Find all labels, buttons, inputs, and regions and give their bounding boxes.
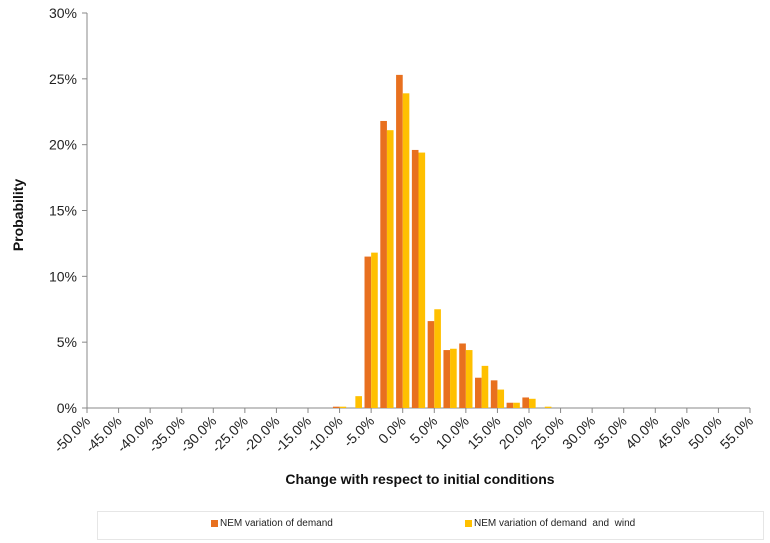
bar-demand [396, 74, 403, 408]
y-tick-label: 0% [57, 400, 77, 416]
bar-demand [364, 256, 372, 408]
bar-demand-and-wind [339, 406, 347, 408]
x-tick-label: 0.0% [375, 413, 409, 447]
bar-demand-and-wind [371, 252, 378, 408]
y-tick-label: 10% [49, 268, 77, 284]
bar-demand [427, 321, 435, 408]
x-tick-label: -5.0% [340, 413, 377, 450]
legend-swatch-demand-and-wind [465, 520, 472, 527]
bar-demand-and-wind [418, 152, 426, 408]
bar-demand [380, 120, 387, 408]
bar-demand-and-wind [529, 398, 536, 408]
bar-demand [490, 380, 498, 408]
x-tick-label: 55.0% [717, 413, 756, 452]
legend-swatch-demand [211, 520, 218, 527]
plot-area: 0%5%10%15%20%25%30%-50.0%-45.0%-40.0%-35… [49, 5, 756, 455]
y-tick-label: 30% [49, 5, 77, 21]
bar-demand [411, 149, 419, 408]
bar-demand-and-wind [355, 396, 362, 408]
legend-item-demand-and-wind: NEM variation of demand and wind [465, 518, 635, 529]
x-tick-label: 35.0% [590, 413, 629, 452]
x-tick-label: -10.0% [303, 413, 346, 456]
x-tick-label: 20.0% [496, 413, 535, 452]
y-axis-title-group: Probability [10, 179, 26, 252]
bar-demand-and-wind [497, 389, 505, 408]
bar-demand-and-wind [481, 365, 489, 408]
legend: NEM variation of demand NEM variation of… [97, 511, 764, 540]
bar-demand [332, 406, 340, 408]
bar-demand-and-wind [450, 348, 457, 408]
bar-demand-and-wind [434, 309, 441, 408]
x-tick-label: 10.0% [433, 413, 472, 452]
bar-demand [506, 402, 514, 408]
y-tick-label: 15% [49, 203, 77, 219]
x-tick-label: 15.0% [464, 413, 503, 452]
y-axis-title: Probability [10, 179, 26, 252]
x-tick-label: 25.0% [527, 413, 566, 452]
bar-demand-and-wind [544, 406, 552, 408]
legend-label-demand: NEM variation of demand [220, 518, 333, 529]
legend-item-demand: NEM variation of demand [211, 518, 333, 529]
bar-demand-and-wind [465, 350, 473, 408]
bar-demand [443, 350, 451, 408]
y-tick-label: 20% [49, 137, 77, 153]
x-tick-label: 45.0% [654, 413, 693, 452]
y-tick-label: 25% [49, 71, 77, 87]
x-tick-label: 30.0% [559, 413, 598, 452]
bar-demand [475, 377, 482, 408]
bar-demand-and-wind [402, 93, 410, 409]
legend-label-demand-and-wind: NEM variation of demand and wind [474, 518, 636, 529]
y-tick-label: 5% [57, 334, 77, 350]
x-tick-label: 40.0% [622, 413, 661, 452]
bar-demand-and-wind [513, 402, 520, 408]
bar-demand [459, 343, 466, 408]
x-axis-title: Change with respect to initial condition… [285, 471, 554, 487]
bar-demand [522, 397, 529, 408]
bar-demand-and-wind [386, 130, 394, 408]
x-tick-label: 50.0% [685, 413, 724, 452]
